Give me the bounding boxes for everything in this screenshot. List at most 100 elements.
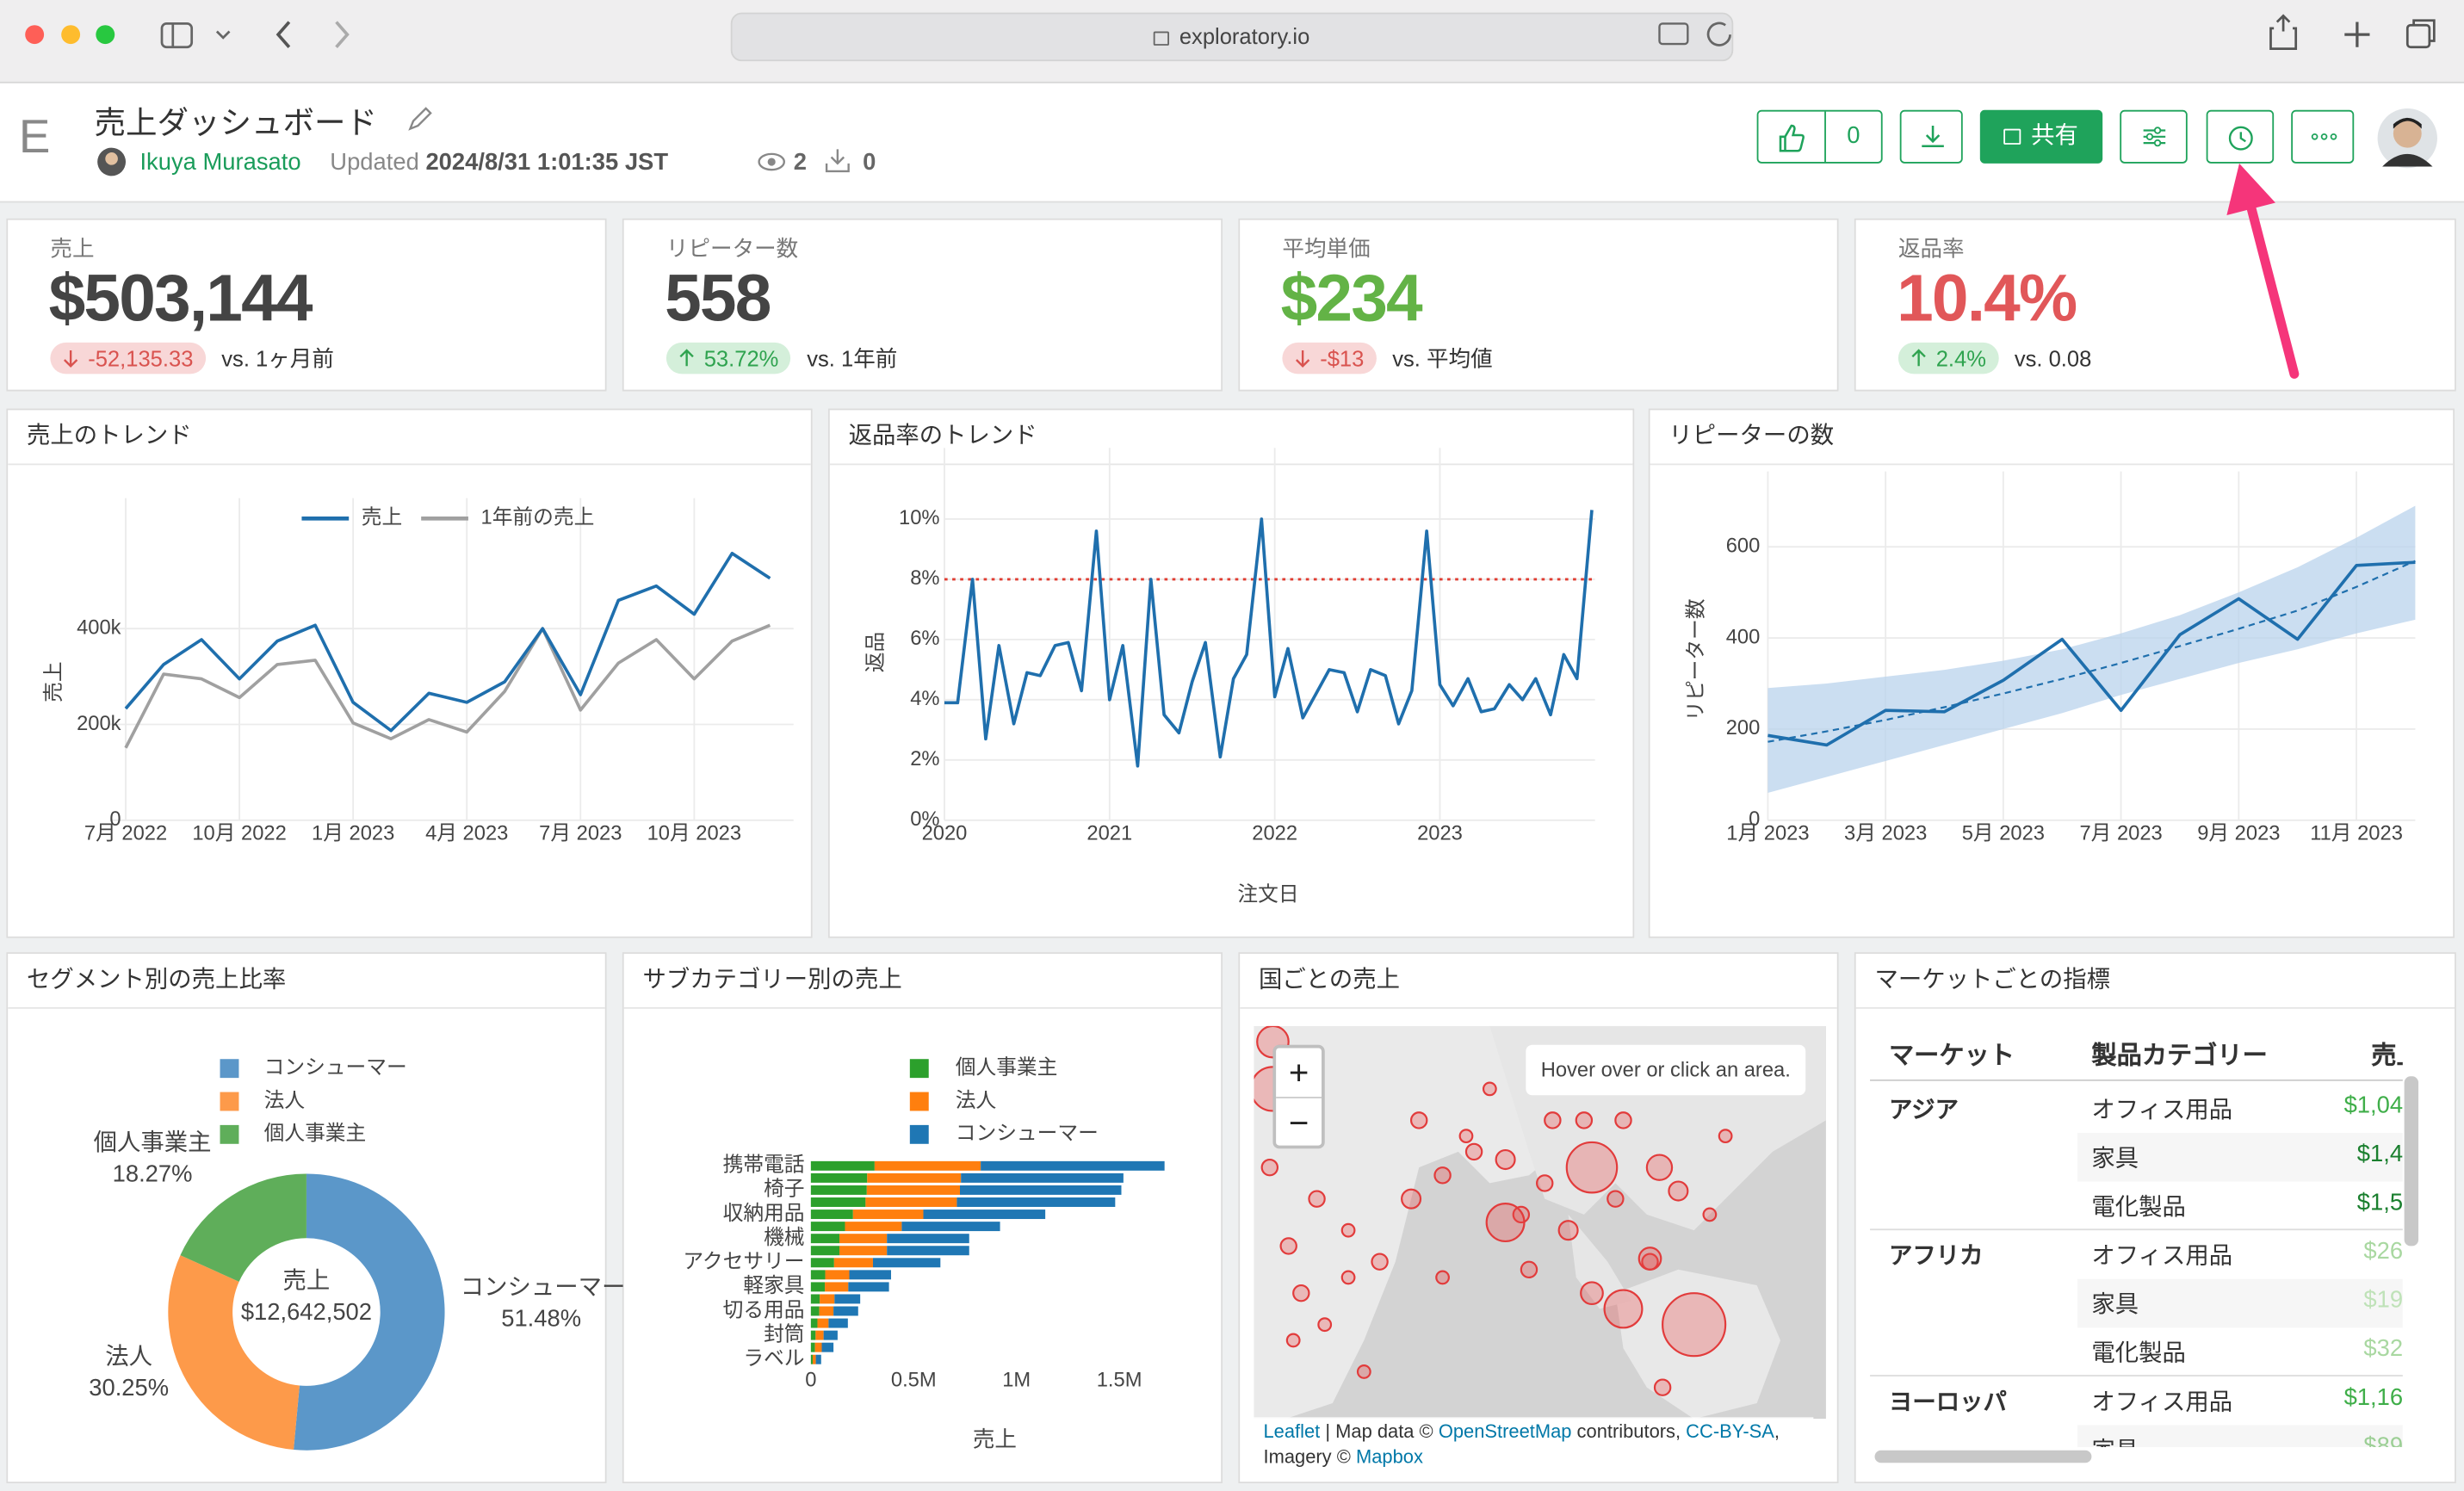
dashboard-title: 売上ダッシュボード [94,107,378,142]
author-avatar [97,147,127,176]
map-bubble [1718,1129,1733,1144]
map-bubble [1614,1111,1632,1129]
like-button[interactable]: 0 [1756,109,1883,164]
panel-title: 売上のトレンド [8,410,811,466]
market: アフリカ [1888,1242,1984,1270]
up-arrow [679,349,694,367]
kpi-value: $503,144 [48,260,313,335]
parameters-icon [2143,127,2166,147]
delta-value: -$13 [1320,345,1365,371]
back-icon[interactable] [275,21,291,48]
value: $1,043,6 [2343,1092,2403,1119]
header-rule [1870,1079,2403,1081]
map-bubble [1603,1289,1644,1329]
link[interactable]: Leaflet [1263,1420,1321,1443]
more-icon [2311,133,2337,140]
kpi-delta: 2.4% vs. 0.08 [1898,342,2091,374]
group-rule [1870,1375,2403,1377]
kpi-compare: vs. 1ヶ月前 [221,345,334,371]
map-bubble [1401,1188,1422,1210]
row-stripe [2077,1425,2403,1448]
category: オフィス用品 [2091,1097,2233,1124]
views-icon [758,152,785,171]
maximize[interactable] [96,25,115,45]
map-bubble [1292,1284,1310,1302]
zoom-in[interactable]: + [1276,1048,1322,1098]
map-bubble [1575,1111,1594,1129]
zoom-out[interactable]: − [1288,1103,1309,1142]
map-bubble [1607,1190,1625,1208]
map-bubble [1260,1158,1279,1177]
map-bubble [1482,1081,1497,1097]
more-button[interactable] [2291,109,2355,164]
close[interactable] [25,25,45,45]
value: $322,3 [2363,1335,2403,1363]
map-bubble [1668,1180,1689,1202]
delta-pill: -$13 [1282,342,1377,374]
category: 家具 [2091,1433,2139,1447]
edit-icon[interactable] [406,105,434,133]
minimize[interactable] [61,25,81,45]
category: オフィス用品 [2091,1242,2233,1270]
delta-value: -52,135.33 [88,345,194,371]
up-arrow [1911,349,1926,367]
chart-panel: リピーターの数 [1648,408,2455,938]
tabs-icon[interactable] [2405,23,2431,49]
user-avatar[interactable] [2376,107,2439,170]
value: $194,6 [2363,1286,2403,1314]
map-bubble [1433,1166,1452,1185]
parameters-button[interactable] [2120,109,2188,164]
schedule-button[interactable] [2206,109,2275,164]
zoom-control: + − [1272,1044,1325,1149]
h-scrollbar[interactable] [1874,1450,2092,1463]
map-hint: Hover over or click an area. [1526,1044,1806,1096]
kpi-delta: 53.72% vs. 1年前 [666,342,897,374]
logo[interactable]: E [18,111,51,164]
category: 電化製品 [2091,1339,2186,1367]
kpi-label: 平均単価 [1282,235,1371,261]
table-panel: マーケットごとの指標 マーケット製品カテゴリー売上アジアオフィス用品$1,043… [1854,952,2456,1484]
attribution-text: | Map data © [1325,1420,1433,1443]
download-button[interactable] [1899,109,1963,164]
table: マーケット製品カテゴリー売上アジアオフィス用品$1,043,6家具$1,461,… [1857,1011,2403,1448]
panel-title: マーケットごとの指標 [1855,954,2455,1009]
sidebar-icon[interactable] [160,22,194,49]
link[interactable]: OpenStreetMap [1438,1420,1572,1443]
map-bubble [1308,1190,1326,1208]
column-header[interactable]: マーケット [1888,1042,2015,1070]
map-bubble [1340,1270,1356,1285]
link[interactable]: CC-BY-SA [1686,1420,1774,1443]
down-arrow [63,350,78,368]
author-name[interactable]: Ikuya Murasato [139,149,301,176]
map-bubble [1662,1292,1727,1358]
kpi-label: リピーター数 [666,235,799,261]
link[interactable]: Mapbox [1355,1445,1423,1468]
dropdown-icon[interactable] [215,30,231,40]
map-bubble [1458,1129,1474,1144]
delta-pill: 53.72% [666,342,791,374]
button-divider [1824,111,1826,163]
value: $1,461, [2356,1141,2403,1168]
forward-icon[interactable] [335,21,350,48]
panel-title: セグメント別の売上比率 [8,954,605,1009]
chart-panel: 返品率のトレンド [827,408,1635,938]
column-header[interactable]: 売上 [2371,1042,2403,1070]
new-tab-icon[interactable] [2344,22,2370,47]
map-bubble [1495,1148,1516,1171]
kpi-card: リピーター数 558 53.72% vs. 1年前 [622,218,1223,392]
translate-icon[interactable] [1658,22,1689,46]
updated: Updated 2024/8/31 1:01:35 JST [330,149,668,176]
share-icon[interactable] [2269,14,2298,50]
map-bubble [1653,1378,1672,1396]
panel-title: サブカテゴリー別の売上 [623,954,1222,1009]
address-bar[interactable]: exploratory.io [730,12,1734,62]
v-scrollbar[interactable] [2404,1076,2419,1247]
map-bubble [1520,1260,1538,1279]
column-header[interactable]: 製品カテゴリー [2091,1042,2268,1070]
views-count: 2 [793,149,807,176]
map-bubble [1544,1111,1562,1129]
share-button[interactable]: 共有 [1979,109,2103,164]
market: アジア [1888,1097,1959,1124]
reload-icon[interactable] [1706,22,1731,46]
